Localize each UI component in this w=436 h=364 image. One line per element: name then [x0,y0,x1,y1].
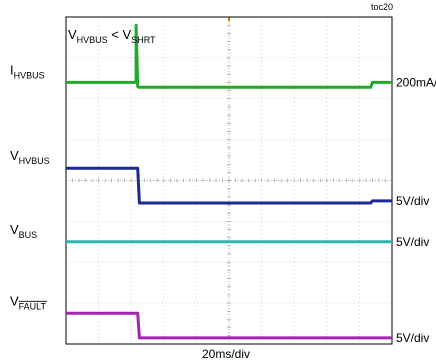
condition-symbol-subscript: HVBUS [77,35,108,45]
trace-name-subscript: BUS [19,230,38,240]
plot-frame [65,16,393,345]
trace-name-subscript: HVBUS [19,156,50,166]
figure-id: toc20 [371,2,393,12]
traces [66,23,392,340]
condition-operator: < [108,27,123,42]
trace-name-fault: VFAULT [10,293,47,311]
trace-name-hvbus: VHVBUS [10,148,50,166]
trace-hvbus [66,23,392,89]
trace-scale-hvbus: 200mA/div [396,75,436,89]
trace-scale-hvbus: 5V/div [396,194,429,208]
trace-fault [66,311,392,340]
trace-hvbus [66,166,392,205]
condition-reference-subscript: SHRT [131,35,156,45]
trace-name-symbol: V [10,222,19,237]
condition-symbol: V [68,27,77,42]
condition-reference: V [123,27,132,42]
condition-label: VHVBUS < VSHRT [68,27,156,45]
trace-name-hvbus: IHVBUS [10,62,45,80]
trace-name-symbol: I [10,62,14,77]
trace-labels: IHVBUS200mA/divVHVBUS5V/divVBUS5V/divVFA… [10,62,436,345]
trace-name-subscript: HVBUS [14,70,45,80]
trace-name-subscript: FAULT [19,301,47,311]
trace-scale-fault: 5V/div [396,331,429,345]
trace-name-bus: VBUS [10,222,37,240]
trace-scale-bus: 5V/div [396,235,429,249]
trace-name-symbol: V [10,293,19,308]
x-axis-label: 20ms/div [202,347,250,361]
trace-name-symbol: V [10,148,19,163]
graticule [65,16,393,345]
